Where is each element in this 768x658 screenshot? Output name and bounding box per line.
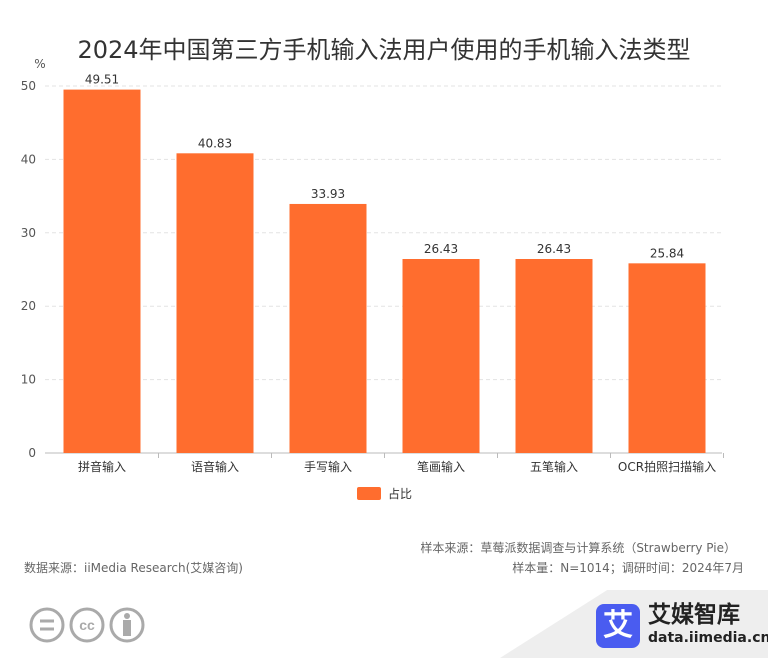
brand-url: data.iimedia.cn <box>648 630 768 646</box>
x-tick-label: 语音输入 <box>191 459 239 474</box>
cc-by-icon <box>109 607 145 643</box>
y-tick-label: 0 <box>28 446 36 460</box>
cc-nd-icon <box>29 607 65 643</box>
bar <box>628 263 706 453</box>
data-label: 26.43 <box>424 242 458 256</box>
bar <box>289 203 367 453</box>
data-label: 40.83 <box>198 136 232 150</box>
sample-source: 样本来源：草莓派数据调查与计算系统（Strawberry Pie） <box>420 541 736 555</box>
brand-logo-icon: 艾 <box>596 604 640 648</box>
bar-chart: 0 10 20 30 40 50% 49.51 拼音输入 40.83 语音输入 33.93 手写输入 2… <box>21 57 724 501</box>
data-source: 数据来源：iiMedia Research(艾媒咨询) <box>24 561 243 575</box>
x-tick-label: OCR拍照扫描输入 <box>618 459 716 474</box>
data-label: 33.93 <box>311 187 345 201</box>
chart-title: 2024年中国第三方手机输入法用户使用的手机输入法类型 <box>77 36 691 64</box>
x-tick-label: 笔画输入 <box>417 459 465 474</box>
x-tick-label: 五笔输入 <box>530 459 578 474</box>
bar <box>515 259 593 453</box>
brand-name: 艾媒智库 <box>648 602 740 628</box>
cc-icon: cc <box>69 607 105 643</box>
y-axis-unit: % <box>34 57 45 71</box>
legend-label: 占比 <box>388 486 412 501</box>
bar <box>176 153 254 453</box>
data-label: 49.51 <box>85 73 119 87</box>
bar <box>63 89 141 453</box>
x-tick-label: 拼音输入 <box>78 459 126 474</box>
legend-swatch <box>357 487 381 500</box>
y-tick-label: 30 <box>21 226 36 240</box>
svg-text:cc: cc <box>79 617 95 633</box>
cc-license-icons: cc <box>29 607 145 643</box>
sample-size: 样本量：N=1014；调研时间：2024年7月 <box>512 561 744 575</box>
y-tick-label: 50 <box>21 79 36 93</box>
y-tick-label: 10 <box>21 373 36 387</box>
bar <box>402 259 480 453</box>
data-label: 25.84 <box>650 246 684 260</box>
x-tick-label: 手写输入 <box>304 459 352 474</box>
y-tick-label: 20 <box>21 299 36 313</box>
y-tick-label: 40 <box>21 152 36 166</box>
data-label: 26.43 <box>537 242 571 256</box>
